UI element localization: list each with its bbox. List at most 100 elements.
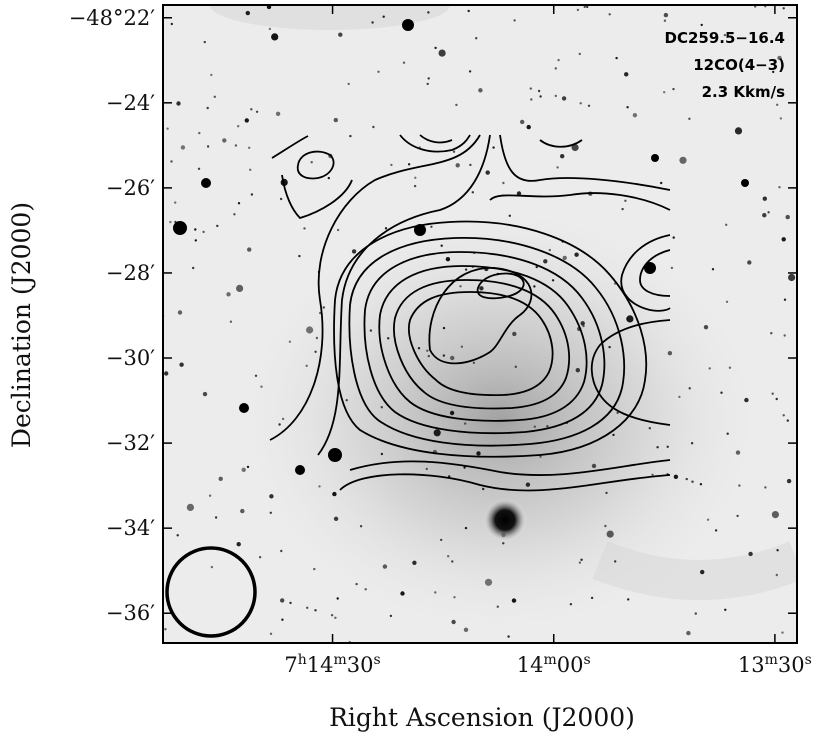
- star: [556, 166, 559, 169]
- star: [314, 350, 317, 353]
- y-axis-title: Declination (J2000): [7, 202, 36, 448]
- star: [685, 477, 688, 481]
- star: [771, 392, 774, 395]
- star: [278, 423, 281, 426]
- contour-right-3: [590, 319, 671, 426]
- star: [275, 111, 281, 117]
- x-tick-label: 13m​30s​: [738, 652, 812, 677]
- star: [583, 5, 586, 9]
- star: [691, 480, 694, 483]
- star: [384, 227, 388, 230]
- star: [537, 89, 541, 93]
- star: [786, 478, 792, 484]
- star: [249, 168, 252, 171]
- star: [427, 11, 430, 14]
- star: [229, 320, 233, 323]
- star: [533, 425, 536, 428]
- star: [197, 167, 201, 170]
- star: [723, 33, 727, 37]
- star: [241, 467, 246, 472]
- star: [772, 70, 775, 74]
- star: [250, 193, 254, 196]
- star: [788, 273, 796, 282]
- star: [782, 414, 785, 417]
- star: [539, 95, 542, 98]
- star: [513, 19, 516, 22]
- star: [781, 237, 786, 242]
- bright-star: [483, 498, 527, 542]
- star: [530, 98, 533, 101]
- star: [781, 631, 784, 634]
- star: [783, 334, 786, 337]
- star: [621, 207, 624, 211]
- star: [502, 542, 505, 545]
- contour-level-12: [408, 291, 554, 397]
- star: [688, 117, 691, 121]
- star: [612, 433, 615, 437]
- star: [372, 125, 375, 129]
- y-tick-label: −28′: [106, 261, 155, 285]
- star: [322, 306, 325, 309]
- star: [210, 565, 214, 569]
- annotation-line-2: 12CO(4−3): [693, 56, 785, 74]
- nebulosity: [220, 190, 780, 643]
- star: [744, 397, 749, 403]
- star: [455, 163, 460, 168]
- star: [327, 176, 330, 180]
- star: [179, 362, 184, 367]
- star: [651, 154, 659, 162]
- contour-level-9: [363, 251, 606, 435]
- star: [295, 465, 305, 475]
- star: [426, 82, 429, 86]
- star: [430, 225, 433, 228]
- star: [590, 596, 594, 600]
- star: [170, 22, 173, 26]
- star: [250, 108, 253, 111]
- star: [678, 395, 681, 399]
- contour-level-11: [393, 279, 571, 410]
- y-tick-label: −36′: [106, 601, 155, 625]
- star: [203, 40, 206, 44]
- star: [626, 106, 629, 109]
- star: [560, 154, 565, 159]
- star: [174, 201, 177, 204]
- star: [330, 614, 334, 617]
- star: [194, 239, 197, 242]
- star: [176, 101, 181, 106]
- star: [726, 432, 729, 435]
- star: [485, 170, 490, 175]
- star: [440, 244, 443, 247]
- star: [605, 491, 608, 495]
- star: [720, 391, 723, 394]
- star: [239, 403, 249, 413]
- star: [459, 285, 462, 288]
- star: [554, 94, 557, 98]
- star: [496, 605, 499, 608]
- star: [434, 46, 437, 50]
- beam-circle: [165, 546, 257, 638]
- star: [460, 345, 464, 348]
- star: [576, 8, 580, 12]
- star: [688, 387, 691, 390]
- star: [663, 91, 666, 94]
- star: [673, 474, 679, 479]
- star: [551, 279, 555, 282]
- star: [785, 214, 790, 220]
- star: [445, 257, 451, 262]
- contour-right-1: [620, 234, 671, 312]
- star: [305, 364, 308, 367]
- star: [336, 597, 339, 600]
- star: [279, 197, 283, 201]
- star: [280, 549, 283, 553]
- star: [587, 104, 591, 108]
- star: [624, 72, 629, 77]
- star: [426, 349, 429, 352]
- star: [288, 340, 292, 343]
- star: [686, 630, 691, 636]
- star: [471, 191, 474, 194]
- star: [663, 12, 669, 18]
- star: [700, 23, 703, 27]
- star: [606, 530, 614, 538]
- star: [508, 214, 511, 217]
- star: [703, 325, 709, 330]
